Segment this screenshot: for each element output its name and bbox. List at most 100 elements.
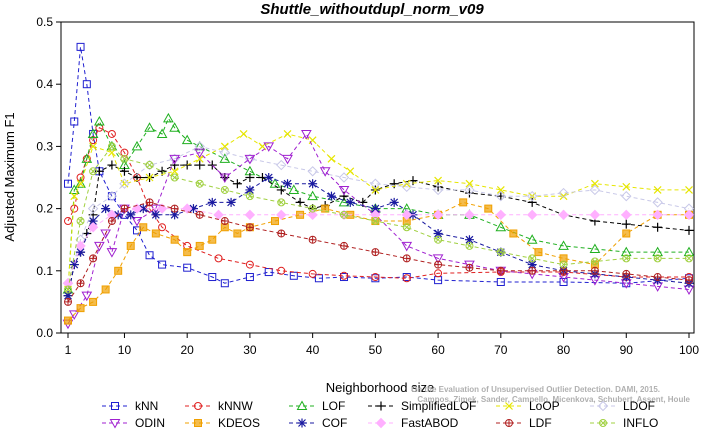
y-tick-label: 0.2 — [36, 202, 53, 216]
data-point-fastabod — [589, 209, 601, 221]
credit-line-0: Campos, Zimek, Sander, Campello, Micenko… — [417, 395, 690, 404]
legend-item-cof: COF — [289, 416, 347, 430]
data-point-cof — [389, 197, 399, 207]
data-point-inflo — [195, 179, 204, 188]
data-point-simplifiedlof — [232, 179, 242, 189]
data-point-ldf — [245, 223, 254, 232]
data-point-simplifiedlof — [339, 191, 349, 201]
data-point-ldof — [87, 203, 99, 214]
legend-swatch-marker — [194, 419, 202, 427]
data-point-inflo — [653, 254, 662, 263]
legend-label: LDF — [529, 416, 552, 430]
data-point-inflo — [145, 161, 154, 170]
data-point-lof — [288, 184, 300, 194]
data-point-kdeos — [622, 229, 631, 238]
data-point-lof — [495, 221, 507, 232]
x-tick-label: 10 — [118, 343, 132, 357]
legend-label: LOF — [322, 399, 345, 413]
data-point-cof — [308, 179, 318, 189]
legend-item-ldof: LDOF — [590, 399, 655, 413]
data-point-simplifiedlof — [621, 219, 631, 229]
data-point-inflo — [89, 167, 98, 176]
data-point-ldf — [120, 204, 129, 213]
data-point-knn — [208, 273, 217, 282]
data-point-loop — [465, 179, 474, 188]
x-tick-label: 40 — [306, 343, 320, 357]
data-point-inflo — [434, 235, 443, 244]
data-point-ldf — [653, 273, 662, 282]
data-point-simplifiedlof — [295, 197, 305, 207]
data-point-cof — [101, 204, 111, 214]
data-point-loop — [145, 173, 154, 182]
data-point-lof — [87, 128, 99, 138]
data-point-knn — [76, 42, 85, 51]
x-tick-label: 30 — [243, 343, 257, 357]
data-point-odin — [401, 241, 413, 252]
data-point-kdeos — [151, 229, 160, 238]
data-point-kdeos — [208, 235, 217, 244]
data-point-lof — [219, 153, 231, 163]
legend-label: FastABOD — [401, 416, 459, 430]
legend-item-knn: kNN — [102, 399, 158, 413]
data-point-lof — [131, 140, 143, 151]
data-point-loop — [220, 142, 229, 151]
data-point-lof — [558, 240, 569, 250]
data-point-loop — [653, 186, 662, 194]
data-point-knn — [82, 80, 91, 89]
data-point-fastabod — [307, 209, 318, 221]
series-layer — [62, 42, 695, 330]
data-point-ldf — [76, 279, 85, 288]
data-point-odin — [68, 310, 80, 320]
data-point-cof — [76, 247, 86, 257]
data-point-odin — [301, 129, 312, 140]
y-tick-label: 0.1 — [36, 264, 53, 278]
data-point-odin — [263, 142, 275, 152]
data-point-knn — [145, 251, 154, 260]
data-point-loop — [685, 186, 693, 194]
data-point-cof — [88, 216, 98, 226]
data-point-cof — [527, 260, 537, 270]
legend-item-loop: LoOP — [496, 399, 560, 413]
data-point-knnw — [95, 123, 104, 132]
series-line-odin — [67, 133, 690, 324]
series-line-knn — [67, 46, 690, 284]
data-point-kdeos — [101, 285, 110, 294]
data-point-fastabod — [464, 209, 475, 221]
data-point-cof — [245, 185, 255, 195]
data-point-odin — [319, 167, 331, 177]
data-point-knnw — [340, 271, 348, 280]
data-point-lof — [94, 116, 105, 126]
legend-label: kNN — [135, 399, 158, 413]
data-point-cof — [69, 260, 79, 270]
series-line-ldf — [67, 201, 690, 303]
credit-line-1: On the Evaluation of Unsupervised Outlie… — [411, 385, 660, 394]
legend-swatch-marker — [376, 401, 386, 411]
data-point-ldof — [194, 141, 205, 152]
legend-item-ldf: LDF — [496, 416, 552, 430]
data-point-cof — [170, 210, 180, 220]
data-point-lof — [156, 128, 168, 138]
data-point-ldof — [338, 172, 350, 183]
data-point-lof — [620, 246, 632, 257]
data-point-odin — [432, 254, 444, 264]
data-point-kdeos — [170, 235, 179, 244]
data-point-ldf — [340, 241, 348, 250]
data-point-knn — [107, 192, 116, 201]
legend-label: SimplifiedLOF — [401, 399, 476, 413]
legend: kNN kNNW LOF SimplifiedLOF LoOP LDOF ODIN KDEOS… — [102, 399, 658, 430]
data-point-knn — [64, 179, 72, 188]
data-point-loop — [622, 182, 631, 191]
y-axis: 0.0 0.1 0.2 0.3 0.4 0.5 — [36, 15, 61, 340]
data-point-cof — [326, 191, 336, 201]
data-point-inflo — [496, 248, 505, 257]
data-point-ldf — [64, 297, 72, 306]
data-point-ldf — [145, 198, 154, 207]
data-point-lof — [68, 184, 80, 194]
data-point-inflo — [245, 192, 254, 201]
data-point-fastabod — [181, 203, 193, 214]
data-point-fastabod — [621, 209, 632, 221]
data-point-cof — [188, 204, 198, 214]
data-point-odin — [338, 185, 350, 196]
data-point-fastabod — [370, 209, 381, 221]
data-point-odin — [282, 154, 293, 165]
